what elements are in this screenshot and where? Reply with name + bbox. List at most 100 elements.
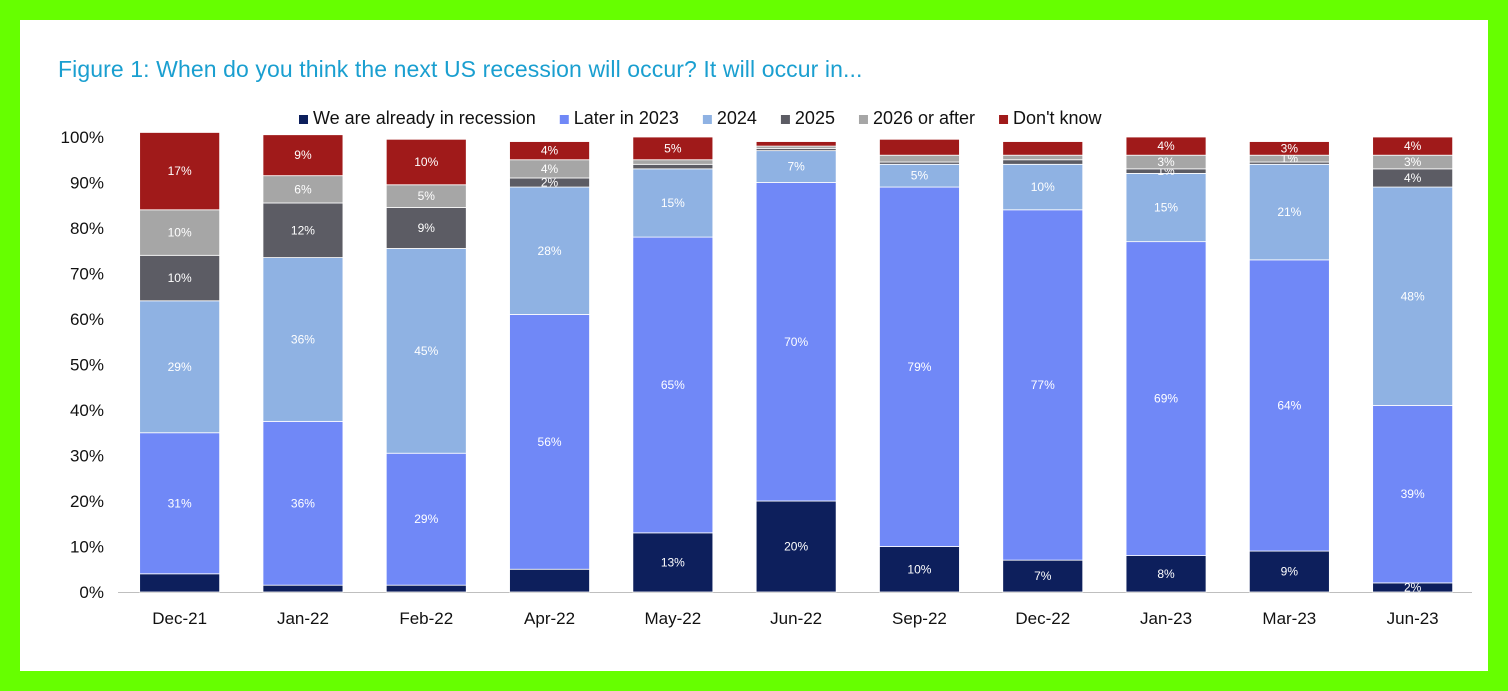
data-label: 4% (541, 162, 559, 176)
data-label: 70% (784, 335, 808, 349)
legend-swatch (780, 115, 790, 124)
data-label: 29% (168, 360, 192, 374)
bar-segment (262, 202, 344, 258)
x-tick-label: Dec-21 (152, 609, 207, 628)
data-label: 7% (1034, 569, 1052, 583)
bar-stack: 31% 29% 10% 10% 17% (139, 132, 221, 593)
data-label: 31% (168, 496, 192, 510)
bar-stack: 10% 79% 5% (879, 138, 960, 593)
data-label: 4% (1404, 139, 1422, 153)
bar-segment (262, 420, 344, 586)
y-tick-label: 50% (70, 356, 104, 375)
legend-swatch (559, 115, 569, 124)
bar-segment (879, 138, 960, 156)
bar-segment (1002, 159, 1084, 165)
bars: 31%29%10%10%17%36%36%12%6%9%29%45%9%5%10… (139, 132, 1454, 594)
bar-segment (1002, 163, 1084, 211)
data-label: 2% (541, 176, 559, 190)
data-label: 3% (1281, 141, 1299, 155)
bar-segment (1002, 209, 1084, 561)
data-label: 9% (418, 221, 436, 235)
bar-segment (632, 159, 714, 165)
y-tick-label: 60% (70, 310, 104, 329)
x-tick-label: Feb-22 (399, 609, 453, 628)
y-tick-label: 0% (79, 583, 104, 602)
legend-item: Don't know (999, 108, 1103, 128)
bar-stack: 20% 70% 7% (755, 141, 837, 593)
data-label: 10% (907, 562, 931, 576)
bar-segment (139, 132, 221, 211)
x-axis: Dec-21 Jan-22 Feb-22 Apr-22 May-22 Jun-22 Sep-… (152, 609, 1438, 628)
data-label: 13% (661, 555, 685, 569)
bar-segment (262, 584, 344, 593)
data-label: 79% (907, 360, 931, 374)
bar-segment (1002, 559, 1084, 593)
data-label: 3% (1157, 155, 1175, 169)
bar-segment (879, 546, 960, 593)
data-label: 20% (784, 540, 808, 554)
chart-panel: Figure 1: When do you think the next US … (20, 20, 1488, 671)
bar-segment (1372, 136, 1454, 156)
bar-segment (1125, 172, 1207, 243)
y-tick-label: 70% (70, 265, 104, 284)
data-label: 39% (1401, 487, 1425, 501)
data-label: 10% (168, 271, 192, 285)
data-label: 48% (1401, 289, 1425, 303)
legend-label: 2024 (717, 108, 757, 128)
bar-segment (632, 532, 714, 593)
data-label: 15% (661, 196, 685, 210)
data-label: 64% (1277, 398, 1301, 412)
bar-segment (139, 254, 221, 302)
legend-item: Later in 2023 (559, 108, 679, 128)
y-tick-label: 90% (70, 174, 104, 193)
x-tick-label: Jun-22 (770, 609, 822, 628)
x-tick-label: Jan-22 (277, 609, 329, 628)
bar-segment (509, 568, 590, 593)
data-label: 2% (1404, 580, 1422, 594)
legend-label: 2025 (795, 108, 835, 128)
bar-stack: 13% 65% 15% 5% (632, 136, 714, 593)
legend-label: We are already in recession (313, 108, 536, 128)
bar-segment (1372, 186, 1454, 406)
x-tick-label: May-22 (645, 609, 702, 628)
data-label: 10% (168, 226, 192, 240)
legend-item: We are already in recession (299, 108, 536, 128)
bar-segment (755, 182, 837, 502)
data-label: 69% (1154, 392, 1178, 406)
data-label: 29% (414, 512, 438, 526)
data-label: 4% (1404, 171, 1422, 185)
y-tick-label: 20% (70, 492, 104, 511)
bar-segment (879, 186, 960, 547)
legend-swatch (299, 115, 308, 124)
bar-stack: 36% 36% 12% 6% 9% (262, 134, 344, 593)
bar-segment (385, 452, 467, 586)
x-tick-label: Mar-23 (1262, 609, 1316, 628)
data-label: 7% (787, 160, 805, 174)
bar-segment (1248, 259, 1330, 552)
bar-segment (262, 175, 344, 204)
bar-segment (1125, 555, 1207, 593)
legend-label: Later in 2023 (574, 108, 679, 128)
bar-stack: 56%28%2%4%4% (509, 141, 590, 593)
bar-segment (632, 163, 714, 170)
data-label: 8% (1157, 567, 1175, 581)
data-label: 36% (291, 496, 315, 510)
bar-segment (1002, 141, 1084, 156)
data-label: 10% (414, 155, 438, 169)
bar-segment (632, 168, 714, 238)
bar-stack: 29% 45% 9% 5% 10% (385, 138, 467, 593)
data-label: 77% (1031, 378, 1055, 392)
bar-stack: 7% 77% 10% (1002, 141, 1084, 593)
data-label: 10% (1031, 180, 1055, 194)
data-label: 45% (414, 344, 438, 358)
bar-segment (509, 141, 590, 161)
bar-segment (509, 186, 590, 315)
data-label: 17% (168, 164, 192, 178)
data-label: 4% (541, 144, 559, 158)
data-label: 6% (294, 182, 312, 196)
x-tick-label: Jan-23 (1140, 609, 1192, 628)
legend-item: 2024 (702, 108, 757, 128)
data-label: 5% (418, 189, 436, 203)
x-tick-label: Sep-22 (892, 609, 947, 628)
data-label: 28% (538, 244, 562, 258)
